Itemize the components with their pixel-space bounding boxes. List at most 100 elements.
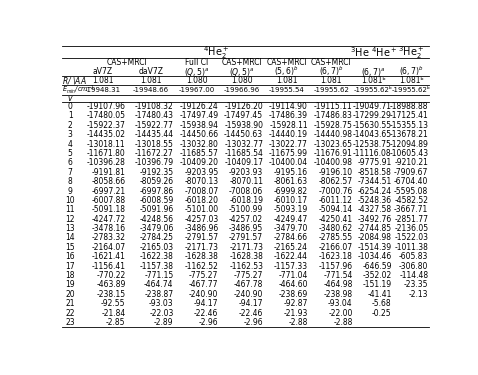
Text: -17480.05: -17480.05 <box>87 111 126 120</box>
Text: -6010.17: -6010.17 <box>274 196 308 205</box>
Text: 0: 0 <box>68 102 73 111</box>
Text: -240.90: -240.90 <box>189 290 218 299</box>
Text: -2784.66: -2784.66 <box>274 234 308 243</box>
Text: -9775.91: -9775.91 <box>358 158 392 167</box>
Text: 20: 20 <box>65 290 75 299</box>
Text: -18988.88: -18988.88 <box>390 102 428 111</box>
Text: -14440.98: -14440.98 <box>314 130 353 139</box>
Text: -467.78: -467.78 <box>234 280 263 290</box>
Text: 3: 3 <box>68 130 73 139</box>
Text: -19955.62ᵇ: -19955.62ᵇ <box>354 87 393 93</box>
Text: -9195.16: -9195.16 <box>274 168 308 177</box>
Text: -3479.70: -3479.70 <box>273 224 308 233</box>
Text: 15: 15 <box>65 243 75 252</box>
Text: -1011.38: -1011.38 <box>394 243 428 252</box>
Text: -13022.77: -13022.77 <box>269 140 308 148</box>
Text: -238.87: -238.87 <box>144 290 174 299</box>
Text: -11685.54: -11685.54 <box>224 149 263 158</box>
Text: -2.89: -2.89 <box>154 318 174 327</box>
Text: -19948.31: -19948.31 <box>85 87 121 93</box>
Text: -11675.99: -11675.99 <box>269 149 308 158</box>
Text: -3486.96: -3486.96 <box>184 224 218 233</box>
Text: 8: 8 <box>68 177 73 186</box>
Text: -4248.56: -4248.56 <box>140 215 174 224</box>
Text: -0.25: -0.25 <box>372 309 392 318</box>
Text: -1157.38: -1157.38 <box>140 262 174 271</box>
Text: -15922.37: -15922.37 <box>87 121 126 130</box>
Text: -3480.62: -3480.62 <box>318 224 353 233</box>
Text: -22.46: -22.46 <box>239 309 263 318</box>
Text: -10400.98: -10400.98 <box>314 158 353 167</box>
Text: -22.46: -22.46 <box>194 309 218 318</box>
Text: -10396.28: -10396.28 <box>87 158 126 167</box>
Text: -14435.02: -14435.02 <box>87 130 126 139</box>
Text: -11685.57: -11685.57 <box>180 149 218 158</box>
Text: -238.15: -238.15 <box>97 290 126 299</box>
Text: -5091.18: -5091.18 <box>92 205 126 214</box>
Text: -93.03: -93.03 <box>149 299 174 308</box>
Text: CAS+MRCI: CAS+MRCI <box>106 58 147 68</box>
Text: -9210.21: -9210.21 <box>394 158 428 167</box>
Text: -6254.24: -6254.24 <box>358 186 392 195</box>
Text: -238.98: -238.98 <box>324 290 353 299</box>
Text: -22.00: -22.00 <box>328 309 353 318</box>
Text: -4327.58: -4327.58 <box>358 205 392 214</box>
Text: -9203.93: -9203.93 <box>229 168 263 177</box>
Text: -10400.04: -10400.04 <box>269 158 308 167</box>
Text: -17299.29: -17299.29 <box>353 111 392 120</box>
Text: -3479.06: -3479.06 <box>139 224 174 233</box>
Text: $(6,7)^a$: $(6,7)^a$ <box>361 66 386 78</box>
Text: 4: 4 <box>68 140 73 148</box>
Text: 1.081: 1.081 <box>140 76 162 85</box>
Text: -1623.18: -1623.18 <box>319 252 353 261</box>
Text: -238.69: -238.69 <box>279 290 308 299</box>
Text: -41.41: -41.41 <box>368 290 392 299</box>
Text: 1.081: 1.081 <box>92 76 113 85</box>
Text: -1157.96: -1157.96 <box>318 262 353 271</box>
Text: -19966.96: -19966.96 <box>224 87 260 93</box>
Text: -9203.95: -9203.95 <box>184 168 218 177</box>
Text: -1522.03: -1522.03 <box>394 234 428 243</box>
Text: -92.55: -92.55 <box>101 299 126 308</box>
Text: -151.19: -151.19 <box>363 280 392 290</box>
Text: -775.27: -775.27 <box>234 271 263 280</box>
Text: -2166.07: -2166.07 <box>318 243 353 252</box>
Text: -2164.07: -2164.07 <box>91 243 126 252</box>
Text: -19107.96: -19107.96 <box>87 102 126 111</box>
Text: 9: 9 <box>68 186 73 195</box>
Text: -1622.38: -1622.38 <box>140 252 174 261</box>
Text: -19948.66: -19948.66 <box>133 87 169 93</box>
Text: -2165.24: -2165.24 <box>274 243 308 252</box>
Text: -2.96: -2.96 <box>199 318 218 327</box>
Text: -9191.81: -9191.81 <box>92 168 126 177</box>
Text: -7000.76: -7000.76 <box>318 186 353 195</box>
Text: -6999.82: -6999.82 <box>274 186 308 195</box>
Text: -13032.77: -13032.77 <box>224 140 263 148</box>
Text: -2.88: -2.88 <box>333 318 353 327</box>
Text: -17125.41: -17125.41 <box>390 111 428 120</box>
Text: -13018.11: -13018.11 <box>87 140 126 148</box>
Text: 1.080: 1.080 <box>231 76 253 85</box>
Text: -6997.21: -6997.21 <box>91 186 126 195</box>
Text: -240.90: -240.90 <box>234 290 263 299</box>
Text: -10396.79: -10396.79 <box>134 158 174 167</box>
Text: -8062.57: -8062.57 <box>318 177 353 186</box>
Text: -10605.43: -10605.43 <box>389 149 428 158</box>
Text: -770.22: -770.22 <box>97 271 126 280</box>
Text: -7008.06: -7008.06 <box>229 186 263 195</box>
Text: 7: 7 <box>68 168 73 177</box>
Text: -1157.33: -1157.33 <box>274 262 308 271</box>
Text: -13032.80: -13032.80 <box>180 140 218 148</box>
Text: -2171.73: -2171.73 <box>229 243 263 252</box>
Text: 22: 22 <box>65 309 75 318</box>
Text: -3486.95: -3486.95 <box>229 224 263 233</box>
Text: 2: 2 <box>68 121 73 130</box>
Text: -771.04: -771.04 <box>279 271 308 280</box>
Text: -11676.91: -11676.91 <box>314 149 353 158</box>
Text: -15630.55: -15630.55 <box>353 121 392 130</box>
Text: aV7Z: aV7Z <box>93 67 113 76</box>
Text: CAS+MRCI: CAS+MRCI <box>266 58 307 68</box>
Text: 17: 17 <box>65 262 75 271</box>
Text: -14043.65: -14043.65 <box>353 130 392 139</box>
Text: -1034.46: -1034.46 <box>358 252 392 261</box>
